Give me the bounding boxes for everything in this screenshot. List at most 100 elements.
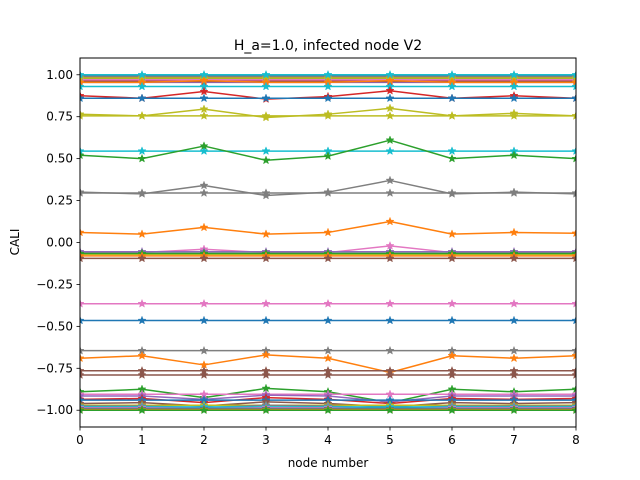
data-point xyxy=(261,253,271,263)
data-point xyxy=(571,253,576,263)
data-point xyxy=(199,93,209,103)
data-point xyxy=(447,93,457,103)
data-point xyxy=(323,345,333,355)
data-point xyxy=(137,188,147,197)
data-point xyxy=(385,85,395,95)
y-tick-label: 1.00 xyxy=(46,68,73,82)
data-point xyxy=(80,353,85,363)
data-point xyxy=(199,298,209,308)
y-tick-label: 0.50 xyxy=(46,152,73,166)
series-45 xyxy=(80,405,576,415)
data-point xyxy=(323,69,333,79)
y-tick-label: −1.00 xyxy=(36,403,73,417)
data-point xyxy=(571,350,576,360)
data-point xyxy=(571,153,576,163)
series-17 xyxy=(80,135,576,165)
data-point xyxy=(261,370,271,379)
data-point xyxy=(80,93,85,103)
data-point xyxy=(137,153,147,163)
data-point xyxy=(80,345,85,355)
data-point xyxy=(137,81,147,91)
data-point xyxy=(571,93,576,103)
data-point xyxy=(323,81,333,91)
data-point xyxy=(571,228,576,238)
data-point xyxy=(137,69,147,79)
data-point xyxy=(323,298,333,308)
data-point xyxy=(261,190,271,200)
data-point xyxy=(323,353,333,363)
x-axis: 0 1 2 3 4 5 6 7 8 xyxy=(76,427,580,447)
data-point xyxy=(261,315,271,325)
x-axis-label: node number xyxy=(288,456,369,470)
chart-title: H_a=1.0, infected node V2 xyxy=(234,38,422,54)
data-point xyxy=(137,229,147,239)
data-point xyxy=(80,146,85,156)
series-32 xyxy=(80,370,576,379)
data-point xyxy=(509,298,519,308)
data-point xyxy=(261,155,271,165)
data-point xyxy=(447,69,457,79)
series-30 xyxy=(80,349,576,377)
data-point xyxy=(261,69,271,79)
y-tick-label: −0.50 xyxy=(36,319,73,333)
series-layer xyxy=(80,69,576,415)
x-tick-label: 2 xyxy=(200,433,208,447)
data-point xyxy=(80,150,85,160)
data-point xyxy=(385,135,395,145)
data-point xyxy=(80,365,85,375)
data-point xyxy=(509,110,519,120)
data-point xyxy=(571,345,576,355)
y-axis: −1.00 −0.75 −0.50 −0.25 0.00 0.25 0.50 0.75 1.00 xyxy=(36,68,80,417)
data-point xyxy=(509,188,519,197)
data-point xyxy=(571,384,576,394)
data-point xyxy=(509,227,519,237)
data-point xyxy=(199,370,209,379)
series-19 xyxy=(80,188,576,197)
x-tick-label: 6 xyxy=(448,433,456,447)
data-point xyxy=(137,253,147,263)
data-point xyxy=(447,315,457,325)
data-point xyxy=(323,151,333,161)
data-point xyxy=(447,370,457,379)
series-26 xyxy=(80,253,576,263)
data-point xyxy=(385,146,395,156)
series-13 xyxy=(80,93,576,103)
data-point xyxy=(447,146,457,156)
data-point xyxy=(261,188,271,197)
data-point xyxy=(199,345,209,355)
data-point xyxy=(571,405,576,415)
data-point xyxy=(80,370,85,379)
data-point xyxy=(323,370,333,379)
data-point xyxy=(199,253,209,263)
data-point xyxy=(199,180,209,190)
x-tick-label: 1 xyxy=(138,433,146,447)
data-point xyxy=(385,175,395,185)
data-point xyxy=(199,86,209,96)
data-point xyxy=(447,110,457,120)
data-point xyxy=(261,405,271,415)
data-point xyxy=(447,253,457,263)
data-point xyxy=(323,253,333,263)
data-point xyxy=(385,103,395,113)
data-point xyxy=(447,405,457,415)
data-point xyxy=(571,81,576,91)
data-point xyxy=(385,345,395,355)
data-point xyxy=(385,93,395,103)
data-point xyxy=(509,353,519,363)
data-point xyxy=(509,315,519,325)
data-point xyxy=(385,188,395,197)
data-point xyxy=(447,350,457,360)
data-point xyxy=(447,188,457,197)
data-point xyxy=(385,253,395,263)
data-point xyxy=(571,146,576,156)
data-point xyxy=(385,110,395,120)
data-point xyxy=(509,405,519,415)
data-point xyxy=(509,345,519,355)
data-point xyxy=(80,253,85,263)
data-point xyxy=(80,110,85,120)
x-tick-label: 8 xyxy=(572,433,580,447)
x-tick-label: 5 xyxy=(386,433,394,447)
data-point xyxy=(323,110,333,120)
data-point xyxy=(571,315,576,325)
data-point xyxy=(385,370,395,379)
